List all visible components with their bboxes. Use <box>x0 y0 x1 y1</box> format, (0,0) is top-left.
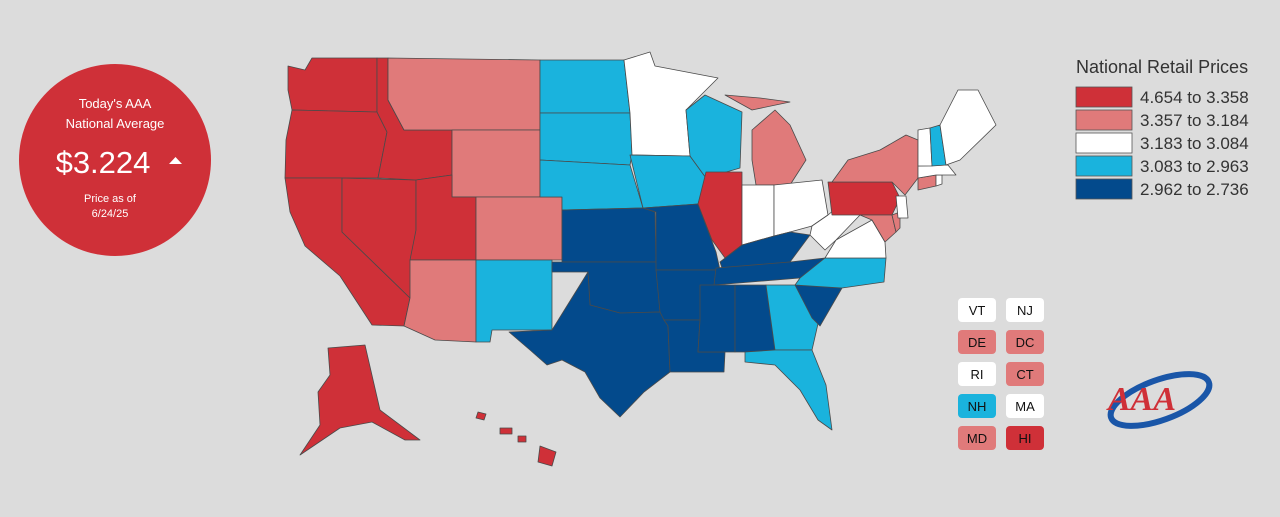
small-state-box-nh <box>958 394 996 418</box>
state-AZ <box>403 259 477 343</box>
small-state-box-md <box>958 426 996 450</box>
state-WA <box>287 57 378 113</box>
small-state-box-nj <box>1006 298 1044 322</box>
badge-circle <box>19 64 211 256</box>
legend-swatch <box>1075 155 1133 177</box>
legend-label: 3.183 to 3.084 <box>1140 134 1249 153</box>
small-state-box-de <box>958 330 996 354</box>
small-state-key: VT NJ DE DC RI CT NH MA MD HI <box>958 298 1044 450</box>
aaa-logo-text: AAA <box>1106 381 1176 418</box>
small-state-label: NJ <box>1017 303 1033 318</box>
state-HI <box>475 411 557 467</box>
badge-line-1: Today's AAA <box>79 96 152 111</box>
badge-line-2: National Average <box>66 116 165 131</box>
state-ME <box>939 89 997 166</box>
small-state-box-ri <box>958 362 996 386</box>
state-FL <box>744 349 833 431</box>
small-state-label: CT <box>1016 367 1033 382</box>
us-price-map <box>284 51 997 467</box>
small-state-label: MD <box>967 431 987 446</box>
state-CO <box>475 196 563 261</box>
small-state-label: MA <box>1015 399 1035 414</box>
state-ND <box>539 59 631 114</box>
legend-label: 3.083 to 2.963 <box>1140 157 1249 176</box>
legend-title: National Retail Prices <box>1076 57 1248 77</box>
small-state-label: RI <box>971 367 984 382</box>
small-state-label: NH <box>968 399 987 414</box>
legend-swatch <box>1075 86 1133 108</box>
state-NJ <box>895 195 909 219</box>
state-MS <box>697 284 736 353</box>
state-OR <box>284 109 388 179</box>
state-MT <box>387 57 541 131</box>
national-average-badge: Today's AAA National Average $3.224 Pric… <box>19 64 211 256</box>
national-average-price: $3.224 <box>56 145 151 180</box>
price-date-value: 6/24/25 <box>92 208 129 220</box>
state-WV <box>809 204 861 251</box>
price-date-label: Price as of <box>84 193 137 205</box>
state-WI <box>685 94 743 179</box>
legend-swatch <box>1075 132 1133 154</box>
state-MD <box>859 214 897 243</box>
state-AK <box>299 344 421 456</box>
legend-swatch <box>1075 109 1133 131</box>
price-legend: National Retail Prices 4.654 to 3.358 3.3… <box>1075 57 1249 200</box>
up-triangle-icon <box>169 157 182 164</box>
legend-items: 4.654 to 3.358 3.357 to 3.184 3.183 to 3.0… <box>1075 86 1249 200</box>
small-state-label: VT <box>969 303 986 318</box>
state-NM <box>475 259 553 343</box>
legend-label: 2.962 to 2.736 <box>1140 180 1249 199</box>
state-IN <box>741 184 775 246</box>
small-state-label: DE <box>968 335 986 350</box>
small-state-label: HI <box>1019 431 1032 446</box>
small-state-box-dc <box>1006 330 1044 354</box>
small-state-box-vt <box>958 298 996 322</box>
small-state-box-hi <box>1006 426 1044 450</box>
small-state-box-ma <box>1006 394 1044 418</box>
state-SD <box>539 112 633 166</box>
state-KS <box>561 207 657 263</box>
legend-label: 4.654 to 3.358 <box>1140 88 1249 107</box>
state-PA <box>827 181 901 216</box>
small-state-label: DC <box>1016 335 1035 350</box>
aaa-logo-icon: AAA <box>1106 371 1213 429</box>
legend-label: 3.357 to 3.184 <box>1140 111 1249 130</box>
small-state-box-ct <box>1006 362 1044 386</box>
state-WY <box>451 129 541 198</box>
state-RI <box>935 174 943 187</box>
state-TX <box>508 271 671 418</box>
legend-swatch <box>1075 178 1133 200</box>
state-MI <box>724 94 807 186</box>
